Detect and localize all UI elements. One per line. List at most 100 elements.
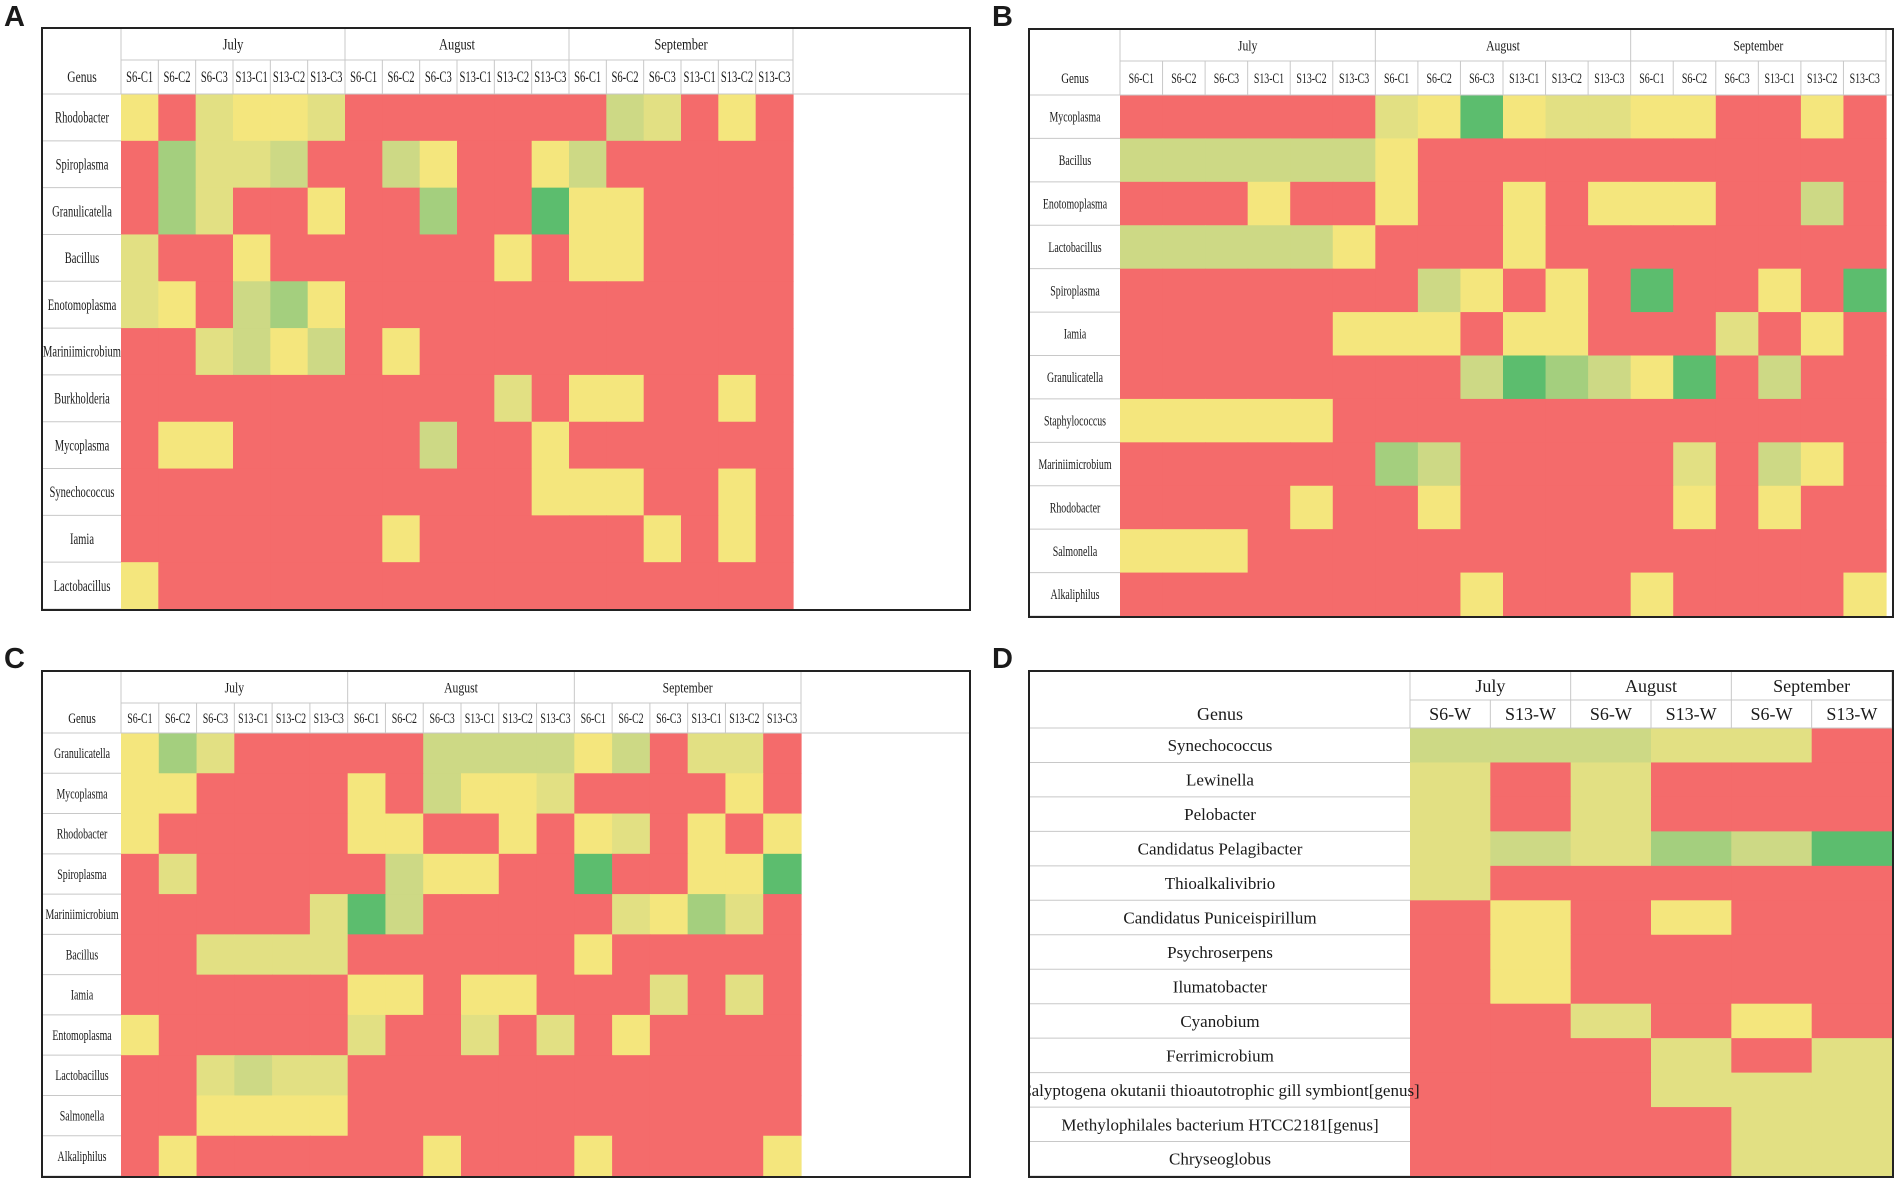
heat-cell-b	[1375, 529, 1419, 574]
heat-cell-b	[1800, 312, 1845, 357]
genus-label: Ferrimicrobium	[1166, 1046, 1274, 1065]
heat-cell-d	[1490, 796, 1572, 832]
heat-cell-a	[569, 421, 607, 470]
heat-cell-c	[272, 773, 311, 815]
heat-cell-b	[1205, 95, 1249, 140]
heat-cell-d	[1651, 796, 1732, 832]
heat-cell-d	[1651, 728, 1732, 764]
heat-cell-c	[612, 1095, 651, 1137]
heat-cell-c	[347, 773, 387, 815]
heat-cell-d	[1490, 1072, 1572, 1108]
heat-cell-a	[531, 562, 570, 609]
heat-cell-b	[1673, 181, 1717, 226]
heat-cell-b	[1120, 529, 1164, 574]
heat-cell-a	[681, 94, 719, 142]
heat-cell-d	[1410, 762, 1491, 798]
heat-cell-c	[423, 773, 462, 815]
heat-cell-b	[1247, 398, 1291, 443]
heat-cell-a	[718, 421, 757, 470]
heat-cell-b	[1630, 442, 1674, 487]
heat-cell-b	[1545, 355, 1589, 400]
heat-cell-d	[1811, 1038, 1892, 1074]
column-label: S13-C1	[238, 710, 268, 727]
heat-cell-a	[457, 328, 495, 376]
heat-cell-b	[1290, 181, 1334, 226]
heat-cell-a	[755, 421, 794, 470]
heat-cell-b	[1247, 529, 1291, 574]
heat-cell-c	[121, 853, 160, 895]
heat-cell-a	[121, 421, 159, 470]
heat-cell-b	[1800, 572, 1845, 616]
heat-cell-a	[382, 94, 421, 142]
heat-cell-b	[1375, 485, 1419, 530]
heat-cell-b	[1120, 225, 1164, 270]
heat-cell-a	[606, 94, 645, 142]
heat-cell-a	[494, 187, 533, 236]
heat-cell-a	[419, 468, 458, 516]
heat-cell-c	[725, 1014, 764, 1056]
heat-cell-a	[494, 562, 533, 609]
heat-cell-c	[687, 974, 727, 1016]
heat-cell-b	[1588, 355, 1632, 400]
heat-cell-c	[763, 1014, 802, 1056]
heat-cell-b	[1673, 485, 1717, 530]
heat-cell-b	[1758, 442, 1802, 487]
heat-cell-a	[307, 328, 346, 376]
heat-cell-a	[681, 468, 719, 516]
heat-cell-a	[531, 140, 570, 189]
heat-cell-b	[1630, 398, 1674, 443]
heat-cell-b	[1417, 398, 1462, 443]
heat-cell-c	[423, 1055, 462, 1097]
heat-cell-b	[1715, 225, 1759, 270]
heat-cell-a	[345, 234, 383, 282]
column-label: S6-C1	[126, 68, 153, 86]
heat-cell-c	[309, 1095, 349, 1137]
heat-cell-c	[196, 934, 235, 976]
column-label: S6-C3	[429, 710, 454, 727]
heat-cell-c	[687, 733, 727, 774]
heat-cell-b	[1460, 312, 1504, 357]
heat-cell-d	[1410, 1038, 1491, 1074]
heat-cell-b	[1460, 268, 1504, 313]
heat-cell-d	[1490, 865, 1572, 901]
heat-cell-b	[1332, 442, 1376, 487]
column-label: S6-C3	[203, 710, 228, 727]
column-label: S13-C2	[721, 68, 753, 86]
heatmap-panel-d: July August September Genus S6-W S13-W S6-W S13…	[1028, 670, 1894, 1178]
heat-cell-c	[687, 1014, 727, 1056]
month-label: July	[1238, 37, 1258, 54]
month-label: July	[225, 679, 245, 696]
heat-cell-b	[1120, 181, 1164, 226]
genus-label: Candidatus Puniceispirillum	[1123, 908, 1316, 927]
heat-cell-d	[1490, 1107, 1572, 1143]
column-label: S13-C3	[314, 710, 344, 727]
heat-cell-d	[1651, 900, 1732, 936]
heat-cell-c	[196, 733, 235, 774]
heat-cell-a	[755, 94, 794, 142]
heat-cell-d	[1651, 969, 1732, 1005]
genus-label: Chryseoglobus	[1169, 1150, 1271, 1169]
heat-cell-b	[1332, 225, 1376, 270]
heat-cell-c	[309, 1014, 349, 1056]
heat-cell-c	[196, 974, 235, 1016]
heat-cell-c	[498, 1135, 538, 1176]
heat-cell-a	[531, 421, 570, 470]
genus-label: Staphylococcus	[1044, 413, 1106, 430]
heat-cell-c	[649, 733, 689, 774]
heat-cell-c	[423, 733, 462, 774]
heat-cell-d	[1811, 796, 1892, 832]
heat-cell-d	[1651, 865, 1732, 901]
heat-cell-c	[498, 894, 538, 935]
heat-cell-c	[423, 813, 462, 855]
heat-cell-c	[461, 974, 500, 1016]
heat-cell-c	[196, 1055, 235, 1097]
column-label: S13-C1	[691, 710, 721, 727]
heat-cell-a	[270, 328, 309, 376]
column-label: S13-C1	[1254, 70, 1284, 87]
column-label: S6-C2	[618, 710, 643, 727]
genus-label: Burkholderia	[54, 389, 110, 407]
heat-cell-a	[531, 281, 570, 329]
heat-cell-c	[272, 853, 311, 895]
heat-cell-c	[385, 974, 424, 1016]
heat-cell-b	[1290, 312, 1334, 357]
